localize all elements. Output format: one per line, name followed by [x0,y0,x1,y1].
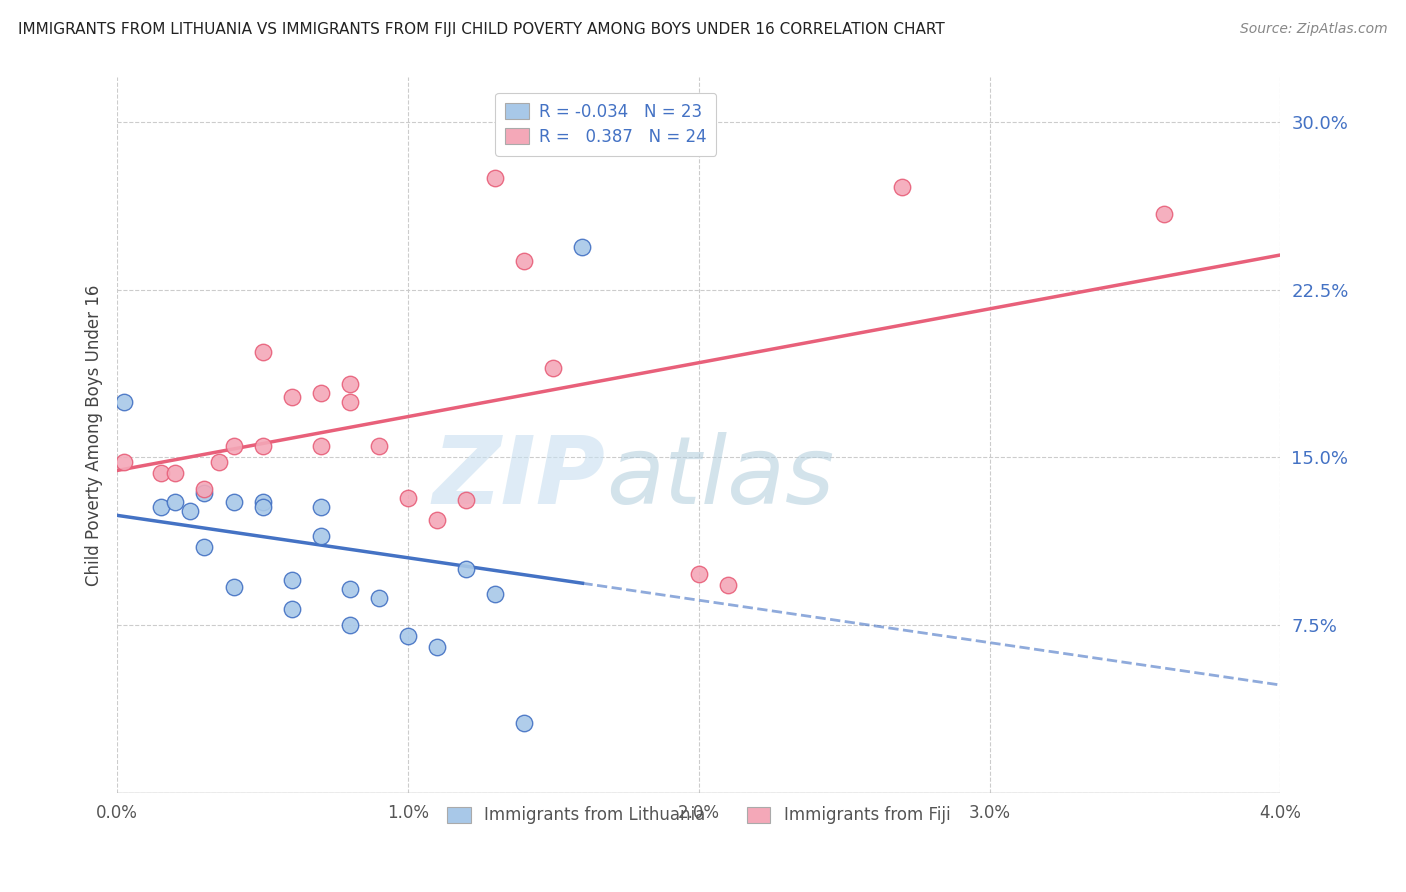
Point [280,390,302,404]
Point [367,591,389,606]
Y-axis label: Child Poverty Among Boys Under 16: Child Poverty Among Boys Under 16 [86,285,103,586]
Point [114,455,136,469]
Point [193,540,215,554]
Point [179,504,201,518]
Point [165,495,187,509]
Text: atlas: atlas [606,433,834,524]
Text: IMMIGRANTS FROM LITHUANIA VS IMMIGRANTS FROM FIJI CHILD POVERTY AMONG BOYS UNDER: IMMIGRANTS FROM LITHUANIA VS IMMIGRANTS … [18,22,945,37]
Point [688,566,710,581]
Point [891,180,914,194]
Point [717,578,740,592]
Point [367,439,389,453]
Point [222,580,245,594]
Point [114,394,136,409]
Point [149,466,172,480]
Point [456,492,478,507]
Point [309,528,332,542]
Point [252,500,274,514]
Point [426,640,449,655]
Text: Source: ZipAtlas.com: Source: ZipAtlas.com [1240,22,1388,37]
Point [165,466,187,480]
Point [339,618,361,632]
Point [222,495,245,509]
Point [513,253,536,268]
Point [149,500,172,514]
Point [339,376,361,391]
Point [396,491,419,505]
Point [426,513,449,527]
Point [193,482,215,496]
Point [513,716,536,731]
Point [252,495,274,509]
Legend: Immigrants from Lithuania, Immigrants from Fiji: Immigrants from Lithuania, Immigrants fr… [437,797,960,834]
Point [252,439,274,453]
Point [280,574,302,588]
Point [456,562,478,576]
Point [252,345,274,359]
Text: ZIP: ZIP [433,432,606,524]
Point [309,439,332,453]
Point [1153,207,1175,221]
Point [484,587,506,601]
Point [339,394,361,409]
Point [193,486,215,500]
Point [484,171,506,186]
Point [208,455,231,469]
Point [309,500,332,514]
Point [396,629,419,643]
Point [309,385,332,400]
Point [571,240,593,254]
Point [339,582,361,597]
Point [280,602,302,616]
Point [222,439,245,453]
Point [543,361,565,376]
